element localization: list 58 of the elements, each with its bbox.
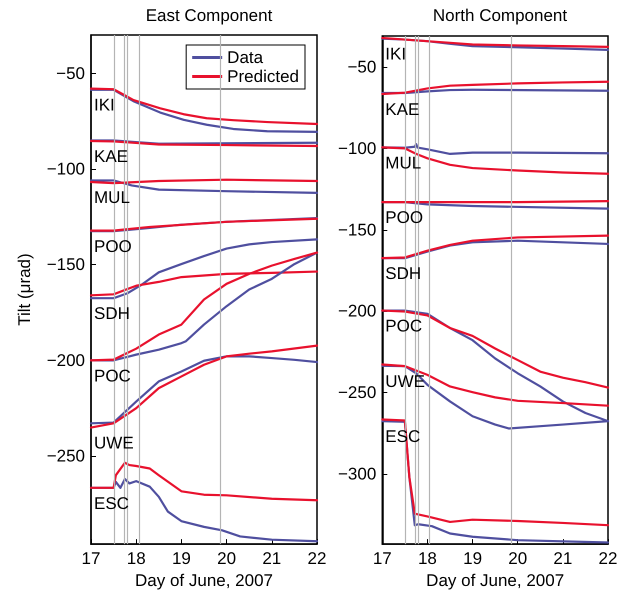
annotation: MUL bbox=[94, 188, 130, 207]
chart-title: East Component bbox=[146, 6, 273, 25]
y-tick-label: −250 bbox=[338, 383, 376, 402]
line-series bbox=[90, 252, 318, 362]
annotation: MUL bbox=[385, 153, 422, 172]
x-tick-label: 20 bbox=[217, 549, 236, 568]
y-axis-title: Tilt (μrad) bbox=[15, 253, 34, 326]
annotation: POC bbox=[94, 366, 131, 386]
y-tick-label: −250 bbox=[46, 446, 85, 466]
annotation: KAE bbox=[94, 147, 128, 166]
x-tick-label: 22 bbox=[308, 549, 326, 568]
x-tick-label: 17 bbox=[372, 549, 392, 568]
annotation: UWE bbox=[94, 434, 134, 453]
x-tick-label: 20 bbox=[508, 549, 528, 568]
y-tick-label: −150 bbox=[338, 220, 376, 240]
x-axis-title: Day of June, 2007 bbox=[135, 571, 273, 590]
x-tick-label: 21 bbox=[262, 549, 282, 568]
line-series bbox=[90, 87, 318, 126]
line-series bbox=[381, 363, 610, 407]
y-tick-label: −200 bbox=[46, 350, 85, 370]
y-tick-label: −100 bbox=[338, 138, 376, 158]
x-axis-title: Day of June, 2007 bbox=[426, 571, 564, 590]
annotation: KAE bbox=[385, 100, 420, 119]
legend-label: Data bbox=[227, 48, 264, 67]
line-series bbox=[381, 80, 610, 96]
x-tick-label: 19 bbox=[463, 549, 482, 568]
legend-label: Predicted bbox=[227, 67, 300, 86]
x-tick-label: 21 bbox=[553, 549, 572, 568]
line-series bbox=[90, 344, 318, 429]
y-tick-label: −200 bbox=[338, 302, 376, 321]
line-series bbox=[381, 309, 610, 389]
annotation: POO bbox=[94, 237, 132, 256]
annotation: UWE bbox=[385, 372, 425, 391]
annotation: SDH bbox=[94, 304, 130, 324]
annotation: POC bbox=[385, 316, 422, 336]
y-tick-label: −50 bbox=[56, 64, 85, 83]
x-tick-label: 19 bbox=[172, 549, 191, 568]
line-series bbox=[381, 36, 610, 48]
y-tick-label: −300 bbox=[338, 464, 376, 484]
line-series bbox=[381, 146, 610, 175]
line-series bbox=[90, 355, 318, 424]
x-tick-label: 17 bbox=[82, 549, 100, 568]
line-series bbox=[381, 418, 610, 526]
line-series bbox=[381, 234, 610, 260]
y-tick-label: −100 bbox=[46, 159, 85, 178]
annotation: POO bbox=[385, 208, 424, 228]
x-tick-label: 18 bbox=[418, 549, 437, 568]
annotation: IKI bbox=[94, 96, 115, 115]
annotation: SDH bbox=[385, 264, 422, 284]
chart-title: North Component bbox=[432, 6, 568, 25]
line-series bbox=[90, 238, 318, 300]
annotation: IKI bbox=[385, 44, 406, 64]
line-series bbox=[90, 88, 318, 133]
x-tick-label: 18 bbox=[126, 549, 146, 568]
annotation: ESC bbox=[94, 494, 129, 513]
x-tick-label: 22 bbox=[598, 549, 618, 568]
y-tick-label: −150 bbox=[46, 255, 85, 274]
y-tick-label: −50 bbox=[347, 57, 376, 76]
